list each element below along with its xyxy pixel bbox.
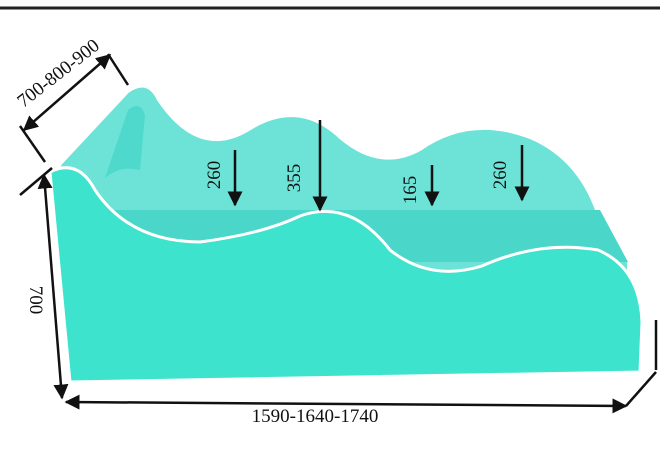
depth-arrows [227,120,530,212]
height-label: 700 [25,286,46,315]
extension-line [19,167,53,196]
side-height-label: 355 [284,164,305,193]
length-label: 1590-1640-1740 [252,406,379,427]
extension-line [18,125,47,163]
extension-line [625,371,657,407]
side-height-label: 260 [204,161,225,190]
depth-dimension-line [22,54,112,131]
side-height-label: 260 [490,161,511,190]
extension-line [106,53,130,86]
front-panel [48,166,644,384]
height-dimension-line [37,173,69,400]
length-dimension-line [64,394,628,414]
headboard-cutout [105,106,145,178]
side-height-label: 165 [400,176,421,205]
